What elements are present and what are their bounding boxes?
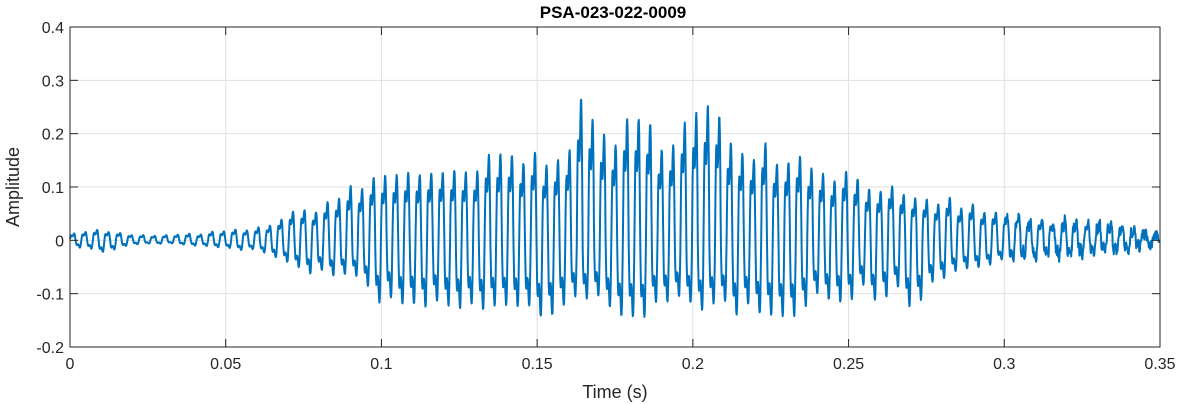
x-tick-label: 0.25 (833, 356, 864, 373)
y-tick-label: 0.2 (42, 127, 64, 144)
x-tick-label: 0.05 (210, 356, 241, 373)
x-tick-label: 0 (66, 356, 75, 373)
axis-ticks: 0 0.05 0.1 0.15 0.2 0.25 0.3 0.35 -0.2 -0.1 0 0.1 0.… (36, 20, 1175, 373)
x-axis-label: Time (s) (582, 382, 647, 402)
x-tick-label: 0.3 (993, 356, 1015, 373)
y-tick-label: 0.3 (42, 73, 64, 90)
y-tick-label: 0.4 (42, 20, 64, 37)
chart-title: PSA-023-022-0009 (540, 3, 686, 22)
signal-series (69, 98, 1161, 318)
y-tick-label: 0.1 (42, 180, 64, 197)
y-axis-label: Amplitude (3, 147, 23, 227)
x-tick-label: 0.15 (522, 356, 553, 373)
y-tick-label: 0 (55, 233, 64, 250)
amplitude-waveform-line (69, 98, 1161, 318)
x-tick-label: 0.35 (1144, 356, 1175, 373)
y-tick-label: -0.1 (36, 287, 64, 304)
x-tick-label: 0.1 (370, 356, 392, 373)
y-tick-label: -0.2 (36, 340, 64, 357)
x-tick-label: 0.2 (682, 356, 704, 373)
